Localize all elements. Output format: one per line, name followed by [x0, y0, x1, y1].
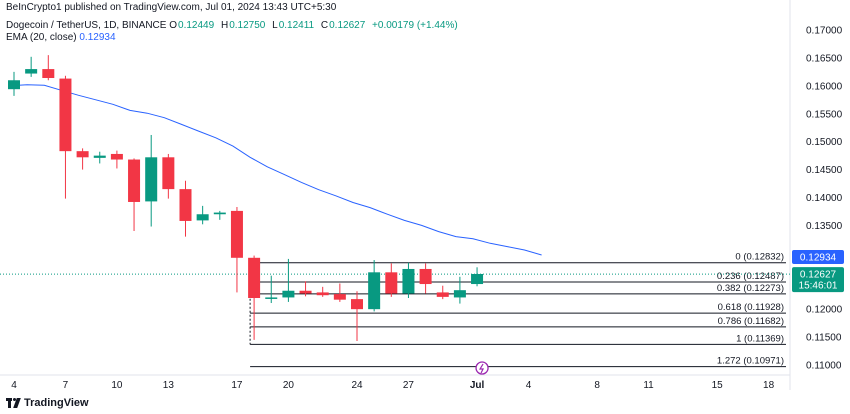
candle-body	[402, 268, 415, 294]
time-tick-label: 10	[111, 380, 123, 391]
symbol-title[interactable]: Dogecoin / TetherUS, 1D, BINANCE	[6, 20, 167, 31]
time-tick-label: 15	[712, 380, 724, 391]
time-tick-label: 7	[63, 380, 69, 391]
time-tick-label: 8	[594, 380, 600, 391]
candle-body	[213, 212, 226, 215]
candle-body	[368, 272, 381, 310]
fib-level-label: 1 (0.11369)	[736, 333, 784, 344]
price-tick-label: 0.12000	[806, 305, 843, 316]
candle-body	[453, 290, 466, 298]
price-tick-label: 0.17000	[806, 26, 843, 37]
candle-body	[299, 290, 312, 294]
fib-level-label: 1.272 (0.10971)	[717, 356, 784, 367]
candle-body	[385, 272, 398, 294]
candle-body	[179, 189, 192, 221]
high-value: 0.12750	[229, 20, 266, 31]
candle-body	[196, 214, 209, 221]
fib-level-label: 0.618 (0.11928)	[718, 302, 784, 313]
time-tick-label: 18	[763, 380, 775, 391]
time-tick-label: 4	[526, 380, 532, 391]
candle-body	[42, 69, 55, 79]
candle-body	[333, 294, 346, 300]
candle-body	[162, 157, 175, 190]
time-tick-label: 20	[283, 380, 295, 391]
time-tick-label: 13	[163, 380, 175, 391]
open-label: O	[169, 20, 178, 31]
close-value: 0.12627	[329, 20, 366, 31]
time-tick-label: 24	[351, 380, 363, 391]
price-tick-label: 0.15500	[806, 109, 843, 120]
candle-body	[471, 273, 484, 285]
tradingview-icon	[6, 398, 21, 408]
price-tick-label: 0.14000	[806, 193, 843, 204]
price-tick-label: 0.11500	[806, 333, 842, 344]
ema-price-tag	[792, 250, 844, 265]
candle-body	[351, 299, 363, 310]
candle-body	[8, 80, 20, 90]
candle-body	[419, 268, 432, 285]
candle-body	[145, 157, 158, 202]
fib-level-label: 0.236 (0.12487)	[717, 271, 784, 282]
price-tick-label: 0.16000	[806, 81, 843, 92]
publisher-line: BeInCrypto1 published on TradingView.com…	[6, 2, 337, 13]
candle-body	[93, 155, 106, 158]
candle-body	[436, 292, 449, 297]
ema-price-tag-text: 0.12934	[800, 253, 837, 264]
ema-label[interactable]: EMA (20, close)	[6, 32, 77, 43]
candle-body	[110, 153, 123, 160]
last-price-tag	[792, 267, 844, 293]
fib-level-label: 0.786 (0.11682)	[718, 316, 784, 327]
ema-value: 0.12934	[79, 32, 116, 43]
candle-body	[76, 151, 89, 158]
event-lightning-icon	[478, 363, 485, 374]
candle-body	[316, 292, 329, 296]
tradingview-logo[interactable]: TradingView	[6, 397, 89, 409]
tradingview-logo-text: TradingView	[24, 397, 89, 409]
price-tick-label: 0.16500	[806, 53, 843, 64]
open-value: 0.12449	[178, 20, 215, 31]
time-tick-label: 27	[403, 380, 415, 391]
last-price-tag-text: 0.12627	[800, 270, 837, 281]
low-label: L	[272, 20, 278, 31]
close-label: C	[320, 20, 329, 31]
time-tick-label: 4	[11, 380, 17, 391]
fib-level-label: 0.382 (0.12273)	[717, 283, 784, 294]
time-tick-label: Jul	[470, 380, 485, 391]
event-marker	[475, 361, 489, 375]
price-tick-label: 0.14500	[806, 165, 843, 176]
candle-body	[25, 69, 38, 74]
fib-level-label: 0 (0.12832)	[735, 252, 784, 263]
price-tick-label: 0.15000	[806, 137, 843, 148]
ema-line	[9, 84, 542, 256]
candle-body	[282, 290, 295, 298]
candle-body	[59, 78, 72, 152]
countdown-tag-text: 15:46:01	[799, 281, 838, 292]
candle-body	[265, 297, 278, 299]
candle-body	[128, 159, 141, 202]
time-tick-label: 17	[231, 380, 243, 391]
candle-body	[248, 257, 261, 298]
candle-body	[230, 210, 243, 258]
ema-legend: EMA (20, close) 0.12934	[6, 32, 116, 43]
price-tick-label: 0.11000	[806, 361, 842, 372]
price-tick-label: 0.13500	[806, 221, 843, 232]
low-value: 0.12411	[278, 20, 315, 31]
ohlc-legend: Dogecoin / TetherUS, 1D, BINANCE O0.1244…	[6, 20, 458, 31]
high-label: H	[220, 20, 229, 31]
time-tick-label: 11	[643, 380, 654, 391]
change-value: +0.00179 (+1.44%)	[372, 20, 458, 31]
